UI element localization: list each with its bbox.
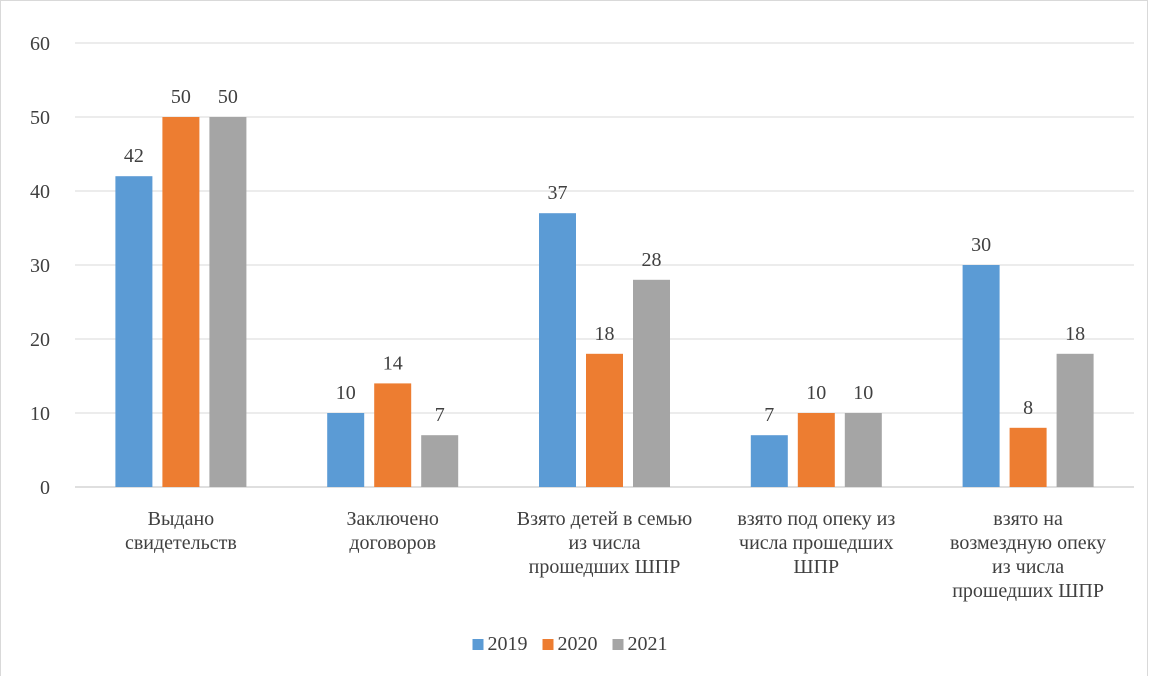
bar-2021 [1056,353,1094,487]
bar-2020 [797,413,835,487]
data-label: 28 [642,249,662,271]
bar-2020 [374,383,412,487]
x-category-label: Взято детей в семью из числа прошедших ШПР [517,508,693,578]
bar-2020 [586,353,623,487]
data-label: 8 [1023,397,1033,419]
legend-label: 2021 [628,633,668,655]
x-category-line: из числа [992,556,1064,578]
x-category-line: прошедших ШПР [529,556,681,578]
legend-swatch-2020 [542,639,554,650]
data-label: 42 [124,145,144,167]
bar-2020 [1009,427,1047,487]
data-label: 10 [336,382,356,404]
y-tick-label: 50 [30,107,50,129]
bar-2019 [115,176,153,487]
y-tick-label: 0 [40,477,50,499]
x-category-line: из числа [568,532,640,554]
x-category-label: Выдано свидетельств [125,508,237,554]
data-label: 7 [435,404,445,426]
data-label: 37 [548,182,568,204]
data-label: 18 [595,323,615,345]
bar-2020 [162,117,200,487]
y-axis-ticks: 0 10 20 30 40 50 60 [30,33,50,499]
bar-2021 [844,413,882,487]
x-category-line: числа прошедших [739,532,894,554]
x-category-line: взято на [993,508,1063,530]
bar-2019 [539,213,576,487]
y-tick-label: 30 [30,255,50,277]
legend: 2019 2020 2021 [472,633,668,655]
x-category-line: свидетельств [125,532,237,554]
bar-2021 [633,279,670,487]
y-tick-label: 40 [30,181,50,203]
legend-swatch-2019 [472,639,484,650]
x-category-label: Заключено договоров [346,508,438,554]
y-tick-label: 60 [30,33,50,55]
bar-2021 [421,435,459,487]
data-labels: 42 10 37 7 30 50 14 18 10 8 50 7 28 10 18 [124,86,1085,426]
data-label: 7 [764,404,774,426]
data-label: 50 [218,86,238,108]
x-category-label: взято на возмездную опеку из числа прошедши… [950,508,1106,602]
x-category-line: Взято детей в семью [517,508,693,530]
bar-2019 [750,435,788,487]
data-label: 10 [853,382,873,404]
x-category-label: взято под опеку из числа прошедших ШПР [737,508,895,578]
x-category-line: Заключено [346,508,438,530]
bars [115,117,1094,487]
x-axis-categories: Выдано свидетельств Заключено договоров Взят… [125,508,1106,602]
bar-2019 [327,413,365,487]
data-label: 50 [171,86,191,108]
bar-2019 [962,265,1000,487]
bar-2021 [209,117,247,487]
x-category-line: возмездную опеку [950,532,1106,554]
x-category-line: ШПР [793,556,839,578]
y-tick-label: 10 [30,403,50,425]
legend-label: 2019 [488,633,528,655]
data-label: 14 [383,352,403,374]
data-label: 10 [806,382,826,404]
x-category-line: договоров [349,532,436,554]
legend-label: 2020 [558,633,598,655]
data-label: 30 [971,234,991,256]
x-category-line: взято под опеку из [737,508,895,530]
y-tick-label: 20 [30,329,50,351]
x-category-line: Выдано [148,508,215,530]
x-category-line: прошедших ШПР [952,580,1104,602]
legend-swatch-2021 [612,639,624,650]
data-label: 18 [1065,323,1085,345]
